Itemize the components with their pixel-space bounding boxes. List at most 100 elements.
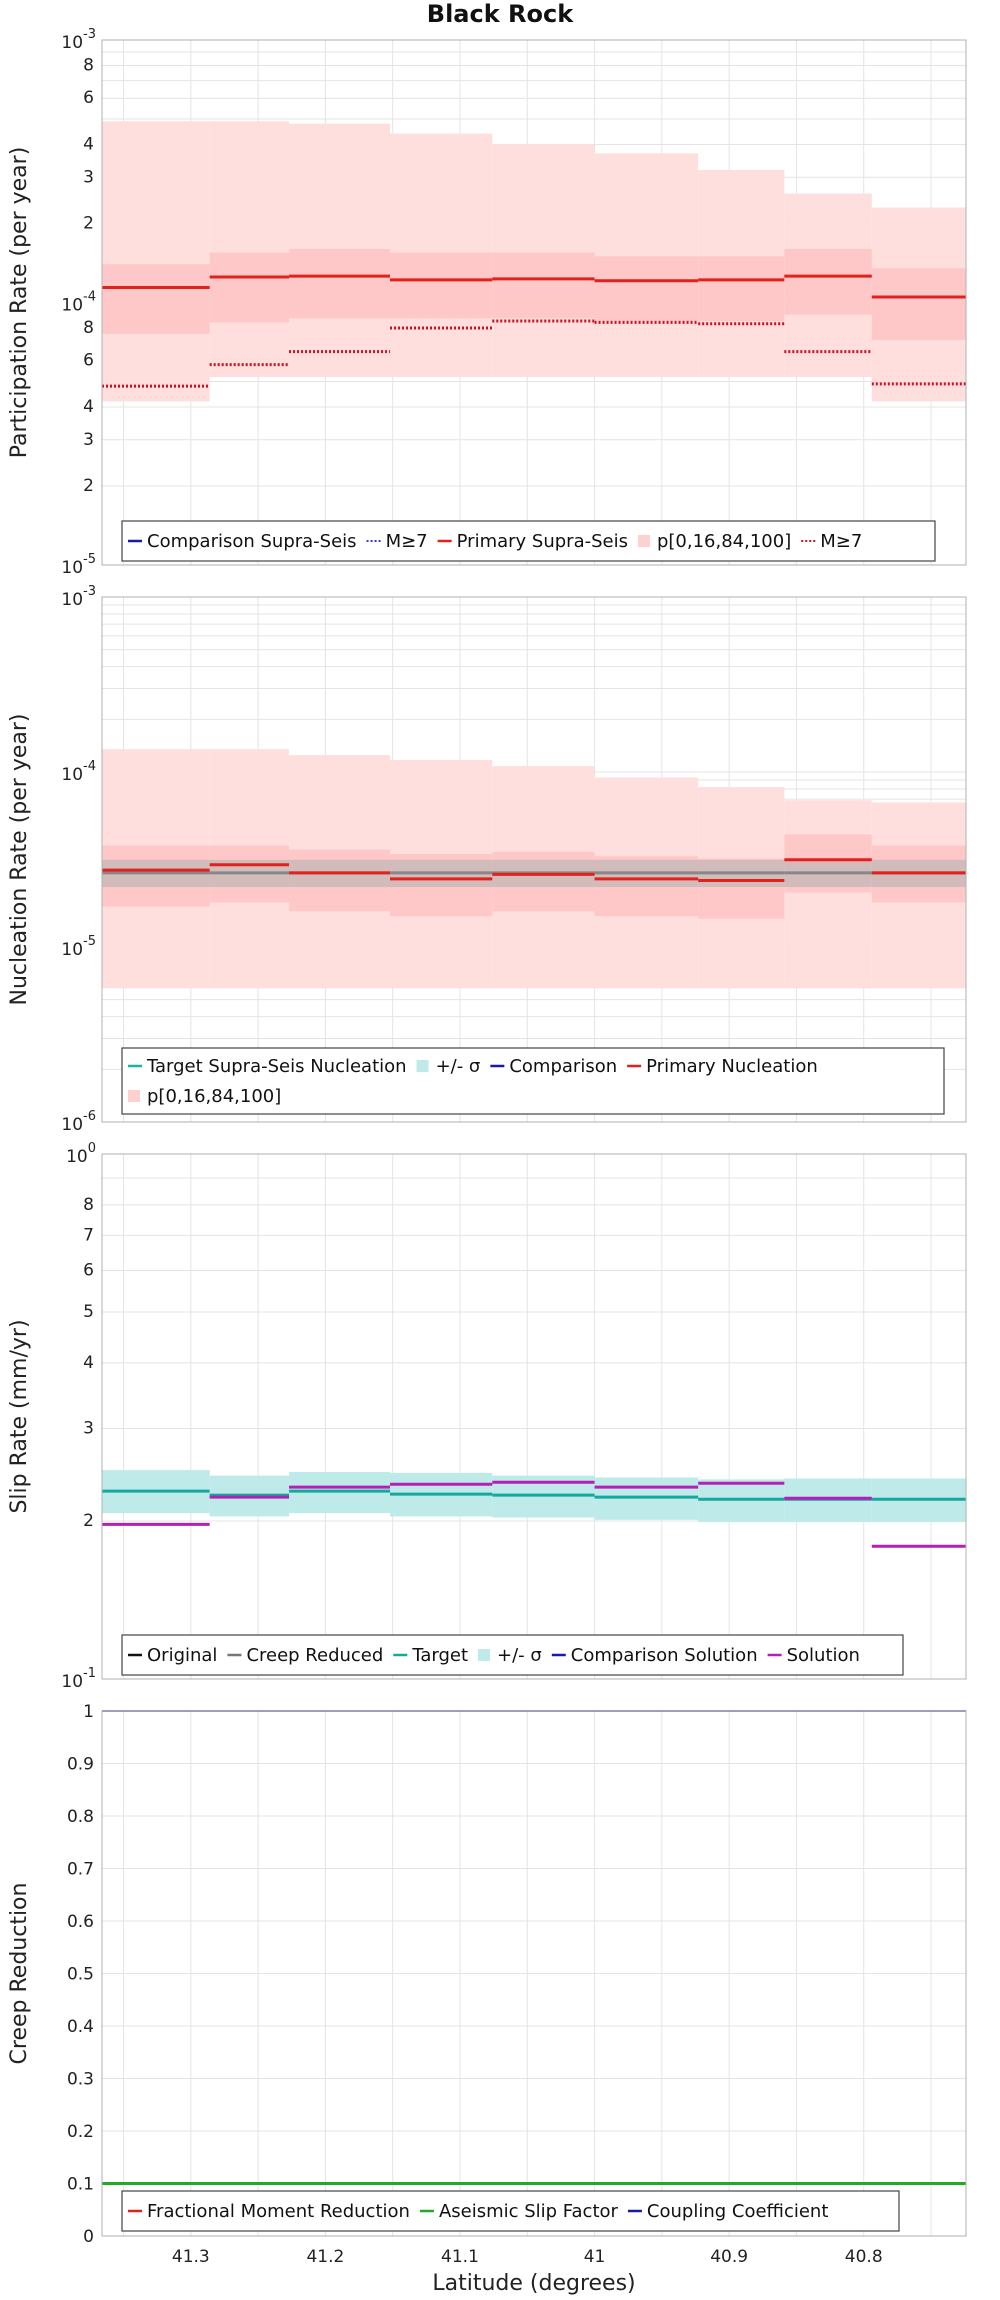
legend-label: Primary Nucleation xyxy=(646,1056,818,1077)
y-tick-label: 8 xyxy=(83,318,94,338)
y-axis-label: Nucleation Rate (per year) xyxy=(7,714,32,1006)
y-tick-label: 6 xyxy=(83,1260,94,1280)
band-segment xyxy=(102,121,210,402)
y-tick-label: 1 xyxy=(83,1702,94,1722)
plot-area xyxy=(101,1153,967,1680)
y-tick-label: 4 xyxy=(83,1353,94,1373)
legend: Target Supra-Seis Nucleation +/- σ Compari… xyxy=(121,1047,945,1115)
legend-label: Target xyxy=(411,1645,468,1666)
band-segment xyxy=(209,252,290,323)
legend-swatch xyxy=(128,1090,140,1102)
band-segment xyxy=(209,121,290,378)
y-tick-label: 10-3 xyxy=(61,27,96,53)
legend-label: Creep Reduced xyxy=(246,1645,383,1666)
legend-label: Comparison Solution xyxy=(571,1645,758,1666)
chart-title: Black Rock xyxy=(427,0,574,28)
x-axis-label: Latitude (degrees) xyxy=(432,2271,635,2296)
y-tick-label: 0.5 xyxy=(67,1965,94,1985)
y-tick-label: 4 xyxy=(83,134,94,154)
chart-panel-4: 0 0.1 0.2 0.3 0.4 0.5 0.6 0.7 0.8 0.9 1 Creep Reduc… xyxy=(7,1702,967,2247)
y-tick-label: 0 xyxy=(83,2227,94,2247)
band-segment xyxy=(289,248,390,319)
legend-box xyxy=(121,520,936,562)
y-axis-label: Participation Rate (per year) xyxy=(7,147,32,459)
legend-label: +/- σ xyxy=(436,1056,481,1077)
legend-swatch xyxy=(478,1649,490,1661)
legend-label: Coupling Coefficient xyxy=(647,2201,828,2222)
y-tick-label: 8 xyxy=(83,1195,94,1215)
y-tick-label: 10-5 xyxy=(61,552,96,578)
legend-label: Primary Supra-Seis xyxy=(457,531,628,552)
legend-label: p[0,16,84,100] xyxy=(657,531,791,552)
y-tick-label: 3 xyxy=(83,430,94,450)
chart-panel-2: 10-6 10-5 10-4 10-3 Nucleation Rate (per yea… xyxy=(7,584,967,1135)
band-segment xyxy=(698,1479,785,1523)
legend: Original Creep Reduced Target +/- σ Comparis… xyxy=(121,1634,904,1676)
x-tick-label: 41 xyxy=(584,2247,606,2267)
band-segment xyxy=(871,268,966,340)
legend-label: Target Supra-Seis Nucleation xyxy=(146,1056,407,1077)
legend-label: Solution xyxy=(787,1645,860,1666)
plot-border xyxy=(101,39,967,566)
legend-label: Aseismic Slip Factor xyxy=(439,2201,619,2222)
y-tick-label: 10-5 xyxy=(61,934,96,960)
legend-label: Comparison xyxy=(509,1056,617,1077)
band-segment xyxy=(698,256,785,322)
y-tick-label: 10-4 xyxy=(61,290,96,316)
chart-panel-3: 10-1 2 3 4 5 6 7 8 100 Slip Rate (mm/yr) Original C… xyxy=(7,1141,967,1692)
x-tick-label: 40.9 xyxy=(710,2247,748,2267)
y-tick-label: 0.4 xyxy=(67,2017,94,2037)
band-segment xyxy=(492,252,595,319)
x-tick-label: 41.3 xyxy=(172,2247,210,2267)
legend-label: +/- σ xyxy=(497,1645,542,1666)
legend-label: Original xyxy=(147,1645,217,1666)
legend-label: Fractional Moment Reduction xyxy=(147,2201,410,2222)
y-tick-label: 7 xyxy=(83,1225,94,1245)
y-tick-label: 2 xyxy=(83,213,94,233)
plot-border xyxy=(101,1710,967,2237)
y-tick-label: 0.2 xyxy=(67,2122,94,2142)
y-tick-label: 5 xyxy=(83,1302,94,1322)
legend-swatch xyxy=(637,535,650,547)
y-tick-label: 6 xyxy=(83,351,94,371)
y-axis-label: Creep Reduction xyxy=(7,1883,32,2065)
y-tick-label: 0.6 xyxy=(67,1912,94,1932)
y-tick-label: 2 xyxy=(83,476,94,496)
y-tick-label: 0.7 xyxy=(67,1860,94,1880)
legend-label: p[0,16,84,100] xyxy=(147,1086,281,1107)
y-tick-label: 10-4 xyxy=(61,759,96,785)
x-tick-label: 40.8 xyxy=(845,2247,883,2267)
y-tick-label: 0.8 xyxy=(67,1807,94,1827)
y-tick-label: 0.9 xyxy=(67,1755,94,1775)
y-tick-label: 4 xyxy=(83,397,94,417)
band-segment xyxy=(594,256,699,322)
y-axis-label: Slip Rate (mm/yr) xyxy=(7,1319,32,1513)
plot-border xyxy=(101,1153,967,1680)
band-segment xyxy=(390,252,493,319)
x-tick-label: 41.2 xyxy=(306,2247,344,2267)
legend-label: Comparison Supra-Seis xyxy=(147,531,357,552)
legend-swatch xyxy=(416,1060,429,1072)
y-tick-label: 10-1 xyxy=(61,1666,96,1692)
y-tick-label: 8 xyxy=(83,55,94,75)
legend: Comparison Supra-Seis M≥7 Primary Supra-Se… xyxy=(121,520,936,562)
x-tick-label: 41.1 xyxy=(441,2247,479,2267)
y-tick-label: 10-3 xyxy=(61,584,96,610)
y-tick-label: 0.3 xyxy=(67,2070,94,2090)
y-tick-label: 0.1 xyxy=(67,2175,94,2195)
y-tick-label: 3 xyxy=(83,167,94,187)
band-segment xyxy=(784,800,872,989)
y-tick-label: 10-6 xyxy=(61,1109,96,1135)
y-tick-label: 3 xyxy=(83,1419,94,1439)
y-tick-label: 6 xyxy=(83,88,94,108)
y-tick-label: 2 xyxy=(83,1511,94,1531)
band-segment xyxy=(784,248,872,315)
plot-border xyxy=(101,596,967,1123)
legend: Fractional Moment Reduction Aseismic Slip… xyxy=(121,2190,900,2232)
legend-label: M≥7 xyxy=(820,531,862,552)
legend-box xyxy=(121,2190,900,2232)
legend-box xyxy=(121,1047,945,1115)
y-tick-label: 100 xyxy=(66,1141,96,1167)
